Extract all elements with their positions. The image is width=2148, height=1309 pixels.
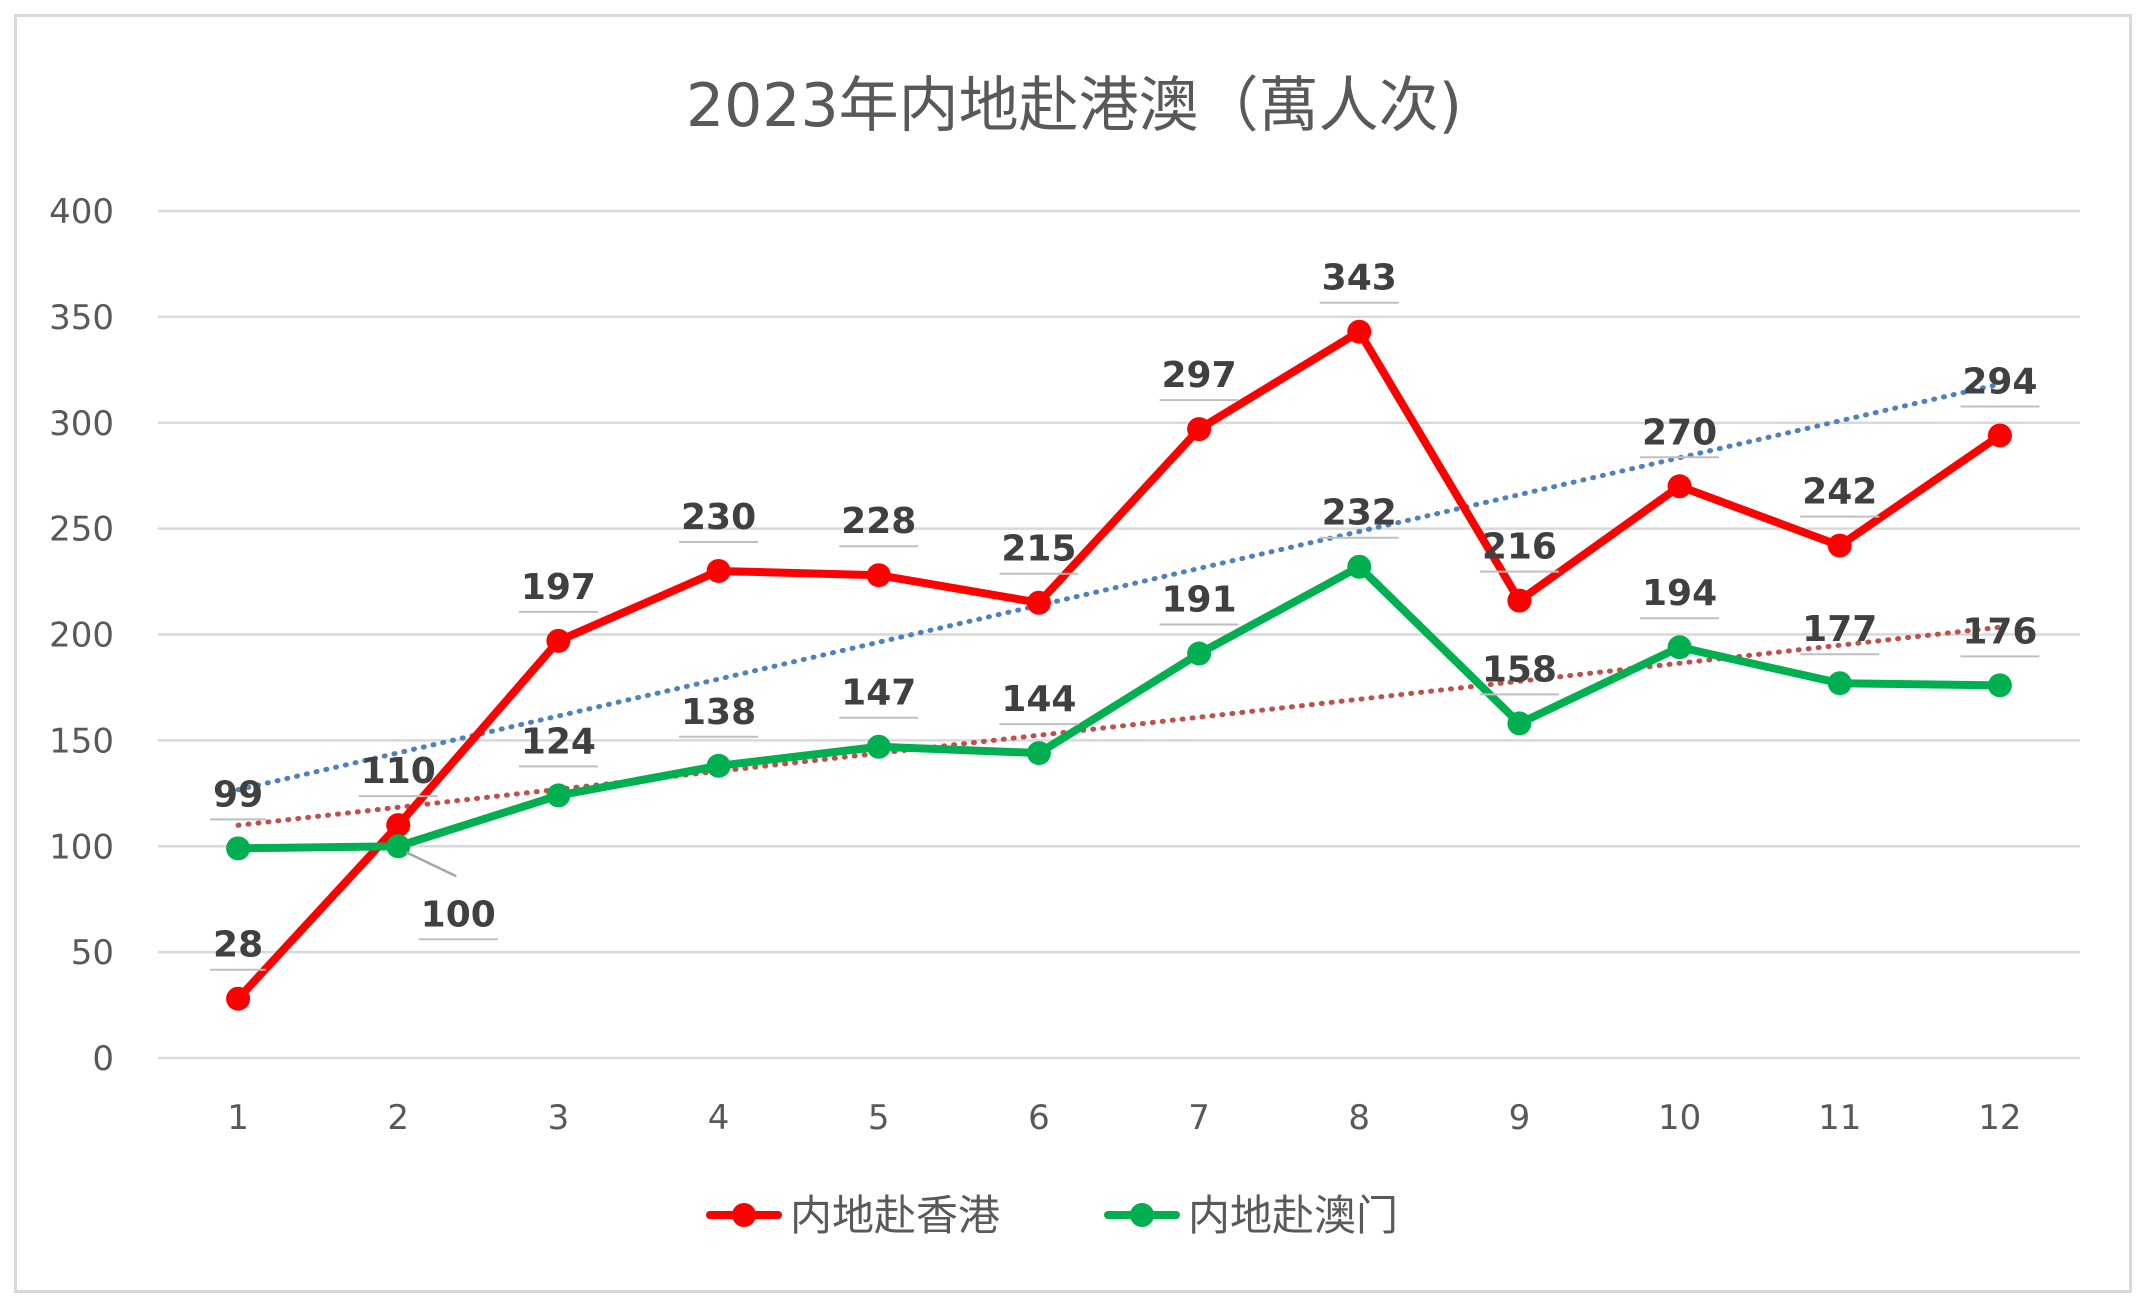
- data-label-series1-1: 28: [213, 925, 263, 966]
- data-label-series2-8: 232: [1322, 493, 1397, 534]
- trendline-1: [235, 381, 2003, 793]
- data-label-series2-12: 176: [1962, 611, 2037, 652]
- x-tick-label-5: 5: [868, 1098, 890, 1138]
- legend-swatch-marker-2: [1130, 1203, 1154, 1227]
- point-series1-1: [226, 986, 251, 1011]
- point-series2-10: [1667, 635, 1692, 660]
- legend-label-1: 内地赴香港: [790, 1191, 1000, 1240]
- point-series1-9: [1507, 588, 1532, 613]
- leader-line: [405, 851, 457, 878]
- point-series1-3: [546, 628, 571, 653]
- series-line-2: [234, 562, 2004, 853]
- y-tick-label-0: 0: [92, 1039, 114, 1079]
- x-tick-label-7: 7: [1188, 1098, 1210, 1138]
- y-tick-label-400: 400: [49, 192, 114, 232]
- legend-swatch-marker-1: [732, 1203, 756, 1227]
- y-tick-label-50: 50: [71, 933, 114, 973]
- x-tick-label-4: 4: [708, 1098, 730, 1138]
- x-tick-label-3: 3: [548, 1098, 570, 1138]
- point-series1-11: [1827, 533, 1852, 558]
- point-series1-4: [706, 558, 731, 583]
- y-tick-label-250: 250: [49, 510, 114, 550]
- data-label-series2-7: 191: [1162, 580, 1237, 621]
- x-tick-label-2: 2: [387, 1098, 409, 1138]
- data-label-series1-12: 294: [1962, 361, 2037, 402]
- point-series2-9: [1507, 711, 1532, 736]
- point-series1-6: [1026, 590, 1051, 615]
- x-tick-label-12: 12: [1978, 1098, 2021, 1138]
- point-series2-8: [1347, 554, 1372, 579]
- series-line-1: [234, 327, 2004, 1003]
- point-series2-4: [706, 753, 731, 778]
- series-lines: [226, 319, 2012, 1011]
- point-series1-2: [386, 813, 411, 838]
- data-label-series1-10: 270: [1642, 412, 1717, 453]
- point-series2-11: [1827, 671, 1852, 696]
- x-axis-ticks: 1 2 3 4 5 6 7 8 9 10 11 12: [227, 1098, 2021, 1138]
- y-tick-label-300: 300: [49, 404, 114, 444]
- data-label-series2-5: 147: [841, 673, 916, 714]
- data-label-series2-9: 158: [1482, 649, 1557, 690]
- point-series1-8: [1347, 319, 1372, 344]
- y-tick-label-350: 350: [49, 298, 114, 338]
- data-label-series1-11: 242: [1802, 472, 1877, 513]
- data-label-series2-4: 138: [681, 692, 756, 733]
- data-label-series2-11: 177: [1802, 609, 1877, 650]
- data-label-series1-9: 216: [1482, 527, 1557, 568]
- point-series2-6: [1026, 741, 1051, 766]
- y-tick-label-200: 200: [49, 616, 114, 656]
- x-tick-label-11: 11: [1818, 1098, 1861, 1138]
- data-label-series1-3: 197: [521, 567, 596, 608]
- trendlines: [235, 381, 2003, 828]
- data-label-series1-8: 343: [1322, 258, 1397, 299]
- point-series2-5: [866, 734, 891, 759]
- x-tick-label-8: 8: [1348, 1098, 1370, 1138]
- x-tick-label-6: 6: [1028, 1098, 1050, 1138]
- data-label-series2-1: 99: [213, 774, 263, 815]
- point-series2-1: [226, 836, 251, 861]
- point-series1-12: [1987, 423, 2012, 448]
- legend-label-2: 内地赴澳门: [1188, 1191, 1398, 1240]
- point-series2-7: [1187, 641, 1212, 666]
- chart-title: 2023年内地赴港澳（萬人次): [686, 71, 1462, 141]
- x-tick-label-1: 1: [227, 1098, 249, 1138]
- point-series2-3: [546, 783, 571, 808]
- data-label-series1-5: 228: [841, 501, 916, 542]
- data-label-series1-7: 297: [1162, 355, 1237, 396]
- point-series1-7: [1187, 417, 1212, 442]
- data-labels: 28 110 197 230 228 215 297 343 216 270 242 294 99 100…: [210, 258, 2040, 971]
- data-label-series2-10: 194: [1642, 573, 1717, 614]
- point-series1-10: [1667, 474, 1692, 499]
- y-tick-label-150: 150: [49, 721, 114, 761]
- data-label-series1-6: 215: [1001, 529, 1076, 570]
- x-tick-label-9: 9: [1509, 1098, 1531, 1138]
- y-tick-label-100: 100: [49, 827, 114, 867]
- data-label-series1-4: 230: [681, 497, 756, 538]
- data-label-series1-2: 110: [361, 751, 436, 792]
- data-label-series2-3: 124: [521, 721, 596, 762]
- point-series2-12: [1987, 673, 2012, 698]
- data-label-series2-2: 100: [421, 894, 496, 935]
- point-series2-2: [386, 834, 411, 859]
- gridlines: [158, 209, 2080, 1060]
- y-axis-ticks: 0 50 100 150 200 250 300 350 400: [49, 192, 114, 1079]
- data-label-series2-6: 144: [1001, 679, 1076, 720]
- legend: 内地赴香港 内地赴澳门: [706, 1191, 1398, 1240]
- point-series1-5: [866, 563, 891, 588]
- x-tick-label-10: 10: [1658, 1098, 1701, 1138]
